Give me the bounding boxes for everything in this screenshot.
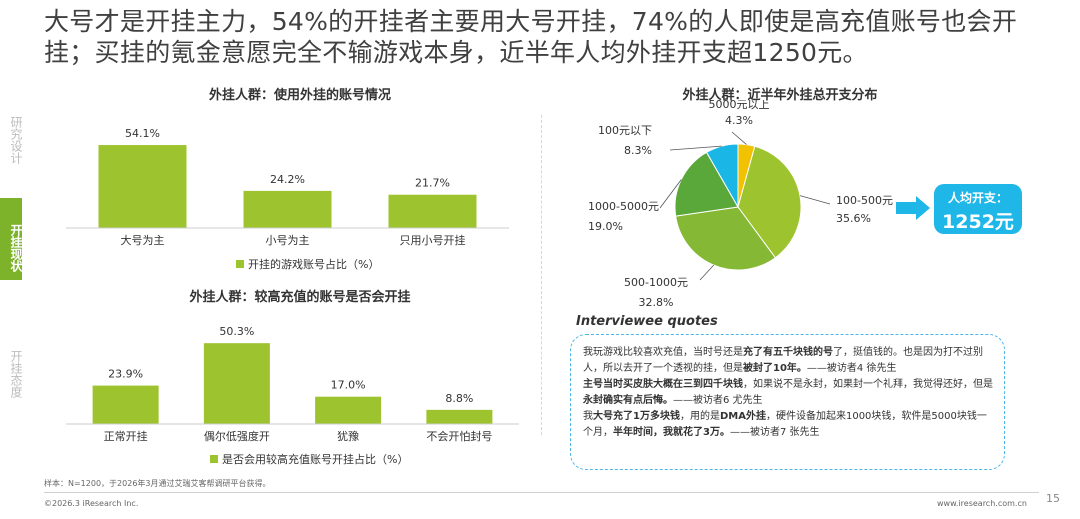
- chart1-value-label-0: 54.1%: [125, 127, 160, 140]
- chart2-value-label-1: 50.3%: [219, 325, 254, 338]
- footnote: 样本：N=1200，于2026年3月通过艾瑞艾客帮调研平台获得。: [44, 479, 271, 488]
- copyright: ©2026.3 iResearch Inc.: [44, 499, 139, 508]
- chart1-category-label-2: 只用小号开挂: [400, 233, 466, 247]
- chart1-title: 外挂人群：使用外挂的账号情况: [208, 88, 391, 103]
- chart1-bar-0: [98, 145, 187, 228]
- chart2-value-label-3: 8.8%: [445, 392, 473, 405]
- pie-category-label-4: 100元以下: [598, 124, 652, 137]
- pie-slice-2: [675, 206, 777, 271]
- pie-value-label-3: 19.0%: [588, 220, 623, 233]
- pie-leader-3: [659, 179, 682, 209]
- quote-2: 主号当时买皮肤大概在三到四千块钱，如果说不是永封，如果封一个礼拜，我觉得还好，但…: [583, 379, 993, 406]
- vertical-divider: [541, 115, 542, 435]
- arrow-right-icon: [896, 196, 930, 220]
- chart-high-recharge-cheating: 23.9% 正常开挂 50.3% 偶尔低强度开 17.0% 犹豫 8.8% 不会开怕封号是否会…: [66, 325, 519, 466]
- chart2-title: 外挂人群：较高充值的账号是否会开挂: [189, 290, 411, 305]
- chart2-bar-0: [92, 385, 159, 424]
- quote-1: 我玩游戏比较喜欢充值，当时号还是充了有五千块钱的号了，挺值钱的。也是因为打不过别…: [583, 347, 983, 374]
- chart2-category-label-2: 犹豫: [337, 430, 359, 443]
- chart1-legend-swatch: [236, 260, 244, 268]
- chart-account-usage: 54.1% 大号为主 24.2% 小号为主 21.7% 只用小号开挂开挂的游戏账号占比（%…: [66, 127, 509, 271]
- quotes-title: Interviewee quotes: [576, 314, 718, 329]
- chart2-bar-1: [203, 343, 270, 424]
- chart2-category-label-0: 正常开挂: [104, 429, 148, 443]
- chart2-bar-3: [426, 409, 493, 424]
- pie-slice-4: [705, 143, 739, 209]
- pie-leader-1: [799, 195, 831, 205]
- chart2-bar-2: [315, 396, 382, 424]
- pie-category-label-2: 500-1000元: [624, 276, 688, 289]
- chart1-bar-1: [243, 190, 332, 228]
- pie-leader-2: [699, 264, 715, 281]
- chart2-legend-swatch: [210, 455, 218, 463]
- chart1-bar-2: [388, 194, 477, 228]
- page-headline: 大号才是开挂主力，54%的开挂者主要用大号开挂，74%的人即使是高充值账号也会开…: [44, 7, 1018, 67]
- quote-3: 我大号充了1万多块钱，用的是DMA外挂，硬件设备加起来1000块钱，软件是500…: [583, 411, 987, 438]
- pie-value-label-2: 32.8%: [639, 296, 674, 309]
- badge-value: 1252元: [942, 211, 1014, 233]
- pie-slice-1: [737, 145, 802, 259]
- nav-item-research-design[interactable]: 研究设计: [9, 116, 23, 164]
- footer-rule: [44, 492, 1039, 493]
- chart2-category-label-3: 不会开怕封号: [426, 429, 492, 443]
- pie-value-label-0: 4.3%: [725, 114, 753, 127]
- chart2-category-label-1: 偶尔低强度开: [204, 429, 270, 443]
- pie-leader-4: [669, 145, 722, 151]
- page-number: 15: [1046, 492, 1060, 505]
- pie-spending-distribution: 5000元以上 4.3% 100-500元 35.6% 500-1000元 32.8% 10…: [588, 100, 893, 309]
- chart1-category-label-0: 大号为主: [121, 233, 165, 247]
- chart1-category-label-1: 小号为主: [266, 234, 310, 247]
- pie-category-label-3: 1000-5000元: [588, 200, 659, 213]
- chart1-value-label-1: 24.2%: [270, 173, 305, 186]
- quotes-box: 我玩游戏比较喜欢充值，当时号还是充了有五千块钱的号了，挺值钱的。也是因为打不过别…: [570, 334, 1005, 470]
- chart1-legend-label: 开挂的游戏账号占比（%）: [248, 257, 379, 271]
- nav-item-cheating-attitude[interactable]: 开挂态度: [9, 350, 23, 398]
- chart2-value-label-2: 17.0%: [331, 379, 366, 392]
- website-link[interactable]: www.iresearch.com.cn: [937, 499, 1027, 508]
- pie-title: 外挂人群：近半年外挂总开支分布: [682, 88, 878, 103]
- chart1-value-label-2: 21.7%: [415, 177, 450, 190]
- pie-category-label-1: 100-500元: [836, 194, 893, 207]
- chart2-legend-label: 是否会用较高充值账号开挂占比（%）: [222, 452, 408, 466]
- chart2-value-label-0: 23.9%: [108, 368, 143, 381]
- average-spend-badge: 人均开支： 1252元: [934, 184, 1022, 234]
- badge-label: 人均开支：: [947, 191, 1008, 205]
- nav-item-cheating-status[interactable]: 开挂现状: [0, 198, 23, 280]
- pie-category-label-0: 5000元以上: [709, 100, 770, 111]
- pie-leader-0: [731, 131, 747, 145]
- pie-value-label-4: 8.3%: [624, 144, 652, 157]
- pie-value-label-1: 35.6%: [836, 212, 871, 225]
